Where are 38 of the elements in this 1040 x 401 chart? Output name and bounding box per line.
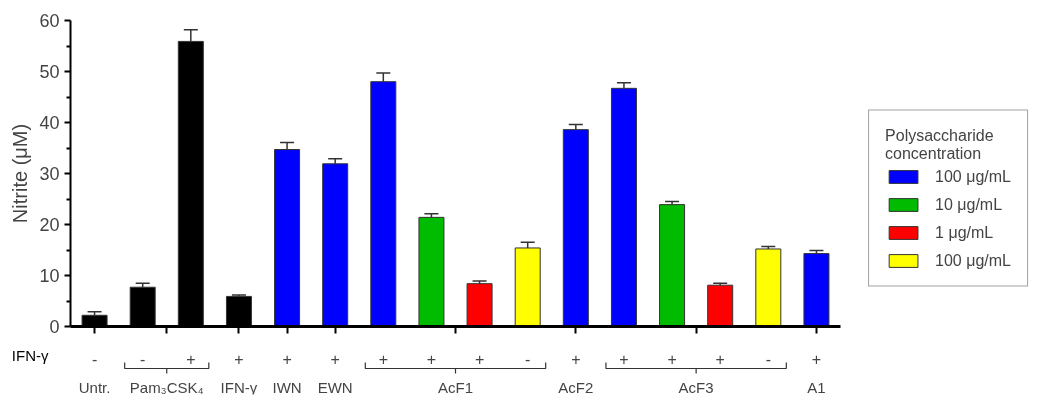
text: Pam₃CSK₄ (129, 378, 204, 396)
y-tick-label: 40 (39, 113, 60, 133)
y-tick-label: 0 (49, 317, 60, 337)
x-tick-label: + (474, 350, 485, 368)
y-tick-label: 30 (39, 164, 60, 184)
x-tick-label: - (91, 350, 98, 368)
text: AcF2 (558, 378, 594, 396)
text: A1 (807, 378, 826, 396)
y-tick-label: 10 (39, 266, 60, 286)
y-tick-label: 60 (39, 11, 60, 31)
x-tick-label: + (667, 350, 677, 368)
x-tick-label: + (330, 350, 340, 368)
x-tick-label: + (811, 350, 822, 368)
text: AcF3 (678, 378, 714, 396)
x-tick-label: + (426, 350, 437, 368)
text: EWN (317, 378, 353, 396)
x-tick-label: - (765, 350, 771, 368)
x-tick-label: + (571, 350, 581, 368)
x-tick-label: - (140, 350, 146, 368)
y-axis-title: Nitrite (μM) (9, 123, 32, 224)
x-tick-label: + (619, 350, 629, 368)
y-tick-label: 50 (39, 62, 60, 82)
legend-label: 1 μg/mL (935, 223, 994, 242)
x-tick-label: + (378, 350, 388, 368)
x-tick-label: - (525, 350, 531, 368)
y-tick-label: 20 (39, 215, 60, 235)
legend-label: 10 μg/mL (935, 195, 1003, 214)
x-tick-label: + (186, 350, 196, 368)
text: Untr. (78, 378, 111, 396)
x-tick-label: + (715, 350, 725, 368)
text: AcF1 (438, 378, 474, 396)
text: IFN-γ (11, 347, 49, 364)
legend-label: 100 μg/mL (935, 251, 1011, 270)
x-tick-label: + (282, 350, 292, 368)
text: IWN (272, 378, 302, 396)
legend-title: Polysaccharide concentration (885, 126, 995, 163)
legend-label: 100 μg/mL (935, 167, 1011, 186)
x-tick-label: + (234, 350, 244, 368)
